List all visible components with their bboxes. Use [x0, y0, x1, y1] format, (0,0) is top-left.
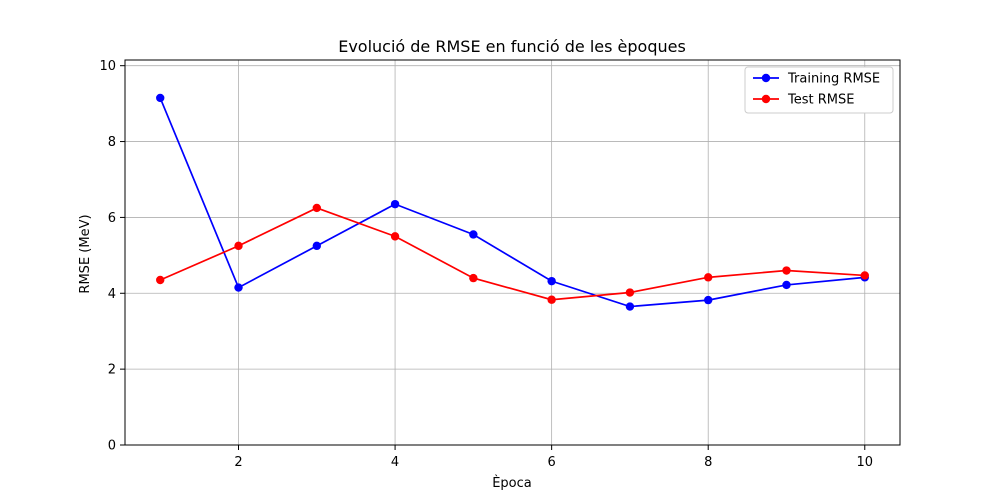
test-rmse-point — [860, 271, 869, 280]
training-rmse-point — [390, 199, 400, 209]
x-axis-label: Època — [492, 475, 532, 491]
training-rmse-point — [547, 276, 556, 286]
x-tick-label: 10 — [856, 455, 873, 470]
test-rmse-point — [234, 241, 243, 251]
y-tick-label: 8 — [108, 135, 116, 150]
y-axis-label: RMSE (MeV) — [78, 214, 93, 293]
test-rmse-legend-marker — [761, 94, 771, 104]
training-rmse-point — [234, 283, 243, 292]
test-rmse-point — [782, 266, 791, 275]
legend: Training RMSE Test RMSE — [744, 66, 894, 114]
x-tick-label: 8 — [704, 455, 712, 470]
training-rmse-point — [782, 280, 791, 290]
test-rmse-point — [625, 288, 635, 297]
x-tick-label: 6 — [548, 455, 556, 470]
chart-title: Evolució de RMSE en funció de les èpoque… — [338, 37, 686, 56]
test-rmse-point — [390, 232, 400, 241]
x-tick-label: 4 — [391, 455, 399, 470]
training-rmse-point — [625, 302, 635, 311]
test-rmse-point — [469, 273, 478, 283]
test-rmse-point — [547, 295, 556, 304]
training-rmse-line — [159, 97, 865, 308]
grid-layer — [125, 60, 900, 446]
text-layer: Evolució de RMSE en funció de les èpoque… — [78, 37, 686, 491]
training-rmse-legend-label: Training RMSE — [787, 72, 880, 87]
legend-box — [744, 66, 894, 114]
test-rmse-point — [156, 275, 165, 285]
test-rmse-point — [312, 203, 321, 213]
y-tick-label: 0 — [108, 439, 116, 454]
training-rmse-point — [312, 241, 321, 251]
test-rmse-legend-label: Test RMSE — [787, 93, 854, 108]
training-rmse-point — [469, 230, 478, 239]
y-tick-label: 4 — [108, 287, 116, 302]
y-tick-label: 2 — [108, 363, 116, 378]
test-rmse-point — [704, 273, 713, 282]
series-layer — [156, 93, 869, 311]
training-rmse-point — [704, 295, 713, 305]
y-tick-label: 6 — [108, 211, 116, 226]
training-rmse-point — [156, 93, 165, 103]
x-tick-label: 2 — [234, 455, 242, 470]
training-rmse-legend-marker — [761, 73, 771, 83]
test-rmse-line — [159, 207, 865, 301]
plot-frame — [124, 59, 901, 446]
axes-layer: 2 4 6 8 10 0 2 4 6 8 10 — [99, 59, 901, 470]
y-tick-label: 10 — [99, 59, 116, 74]
